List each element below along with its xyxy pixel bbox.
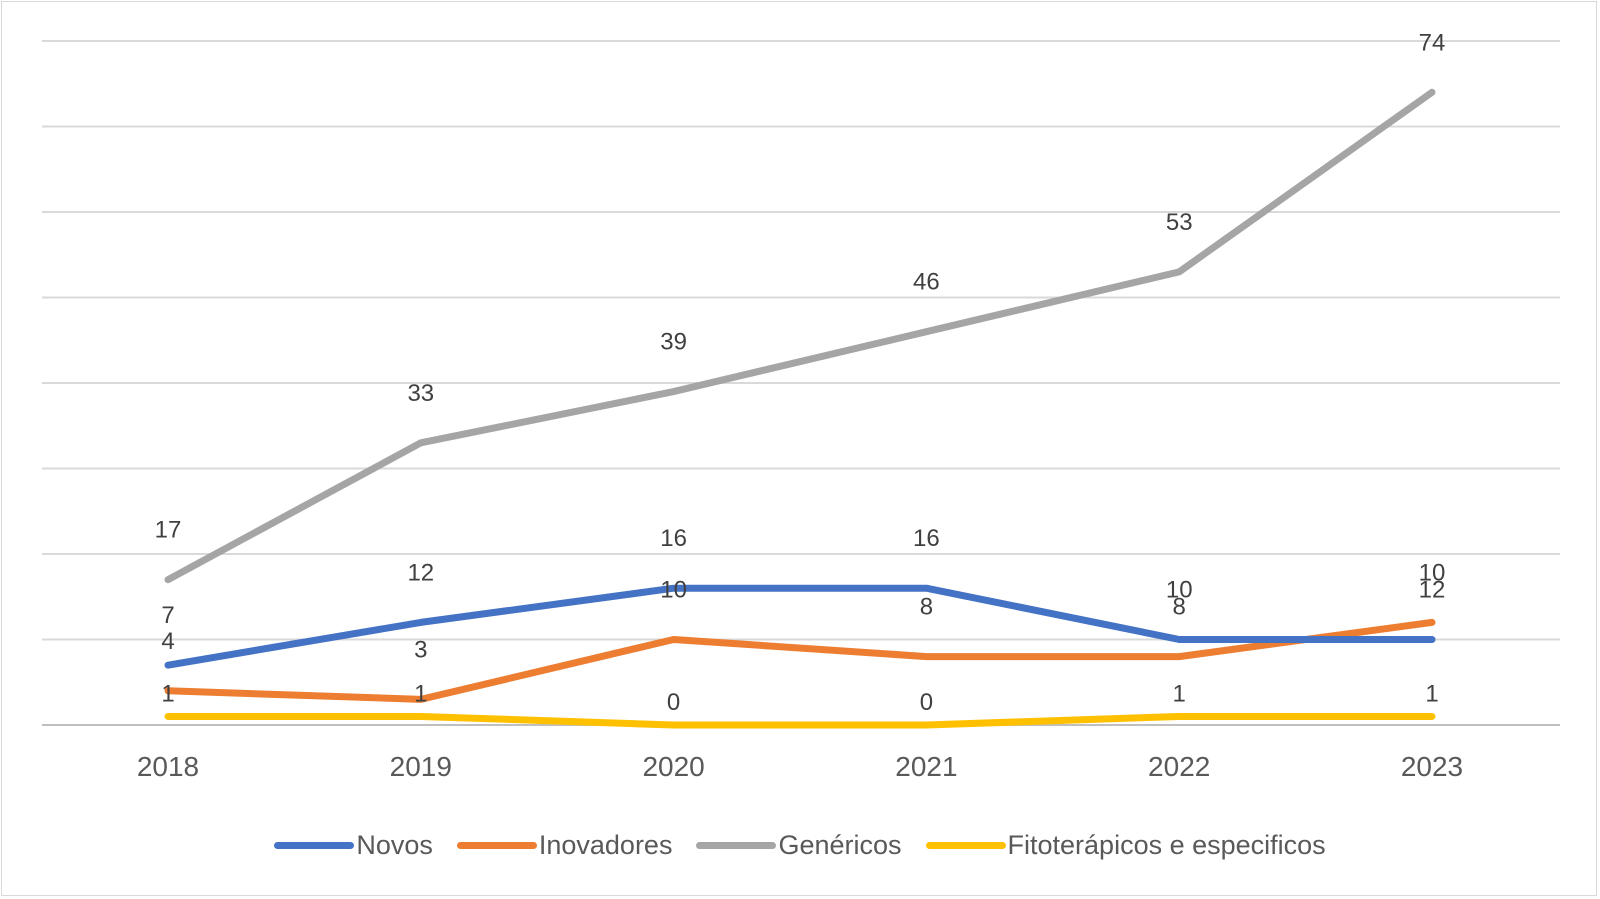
- legend-label: Inovadores: [538, 829, 673, 860]
- data-label: 0: [920, 689, 933, 716]
- legend-swatch: [696, 841, 777, 849]
- data-label: 1: [161, 680, 174, 707]
- x-axis-tick-labels: 2018 2019 2020 2021 2022 2023: [137, 751, 1463, 782]
- legend-label: Fitoterápicos e especificos: [1007, 829, 1326, 860]
- data-label: 8: [1173, 594, 1186, 621]
- x-tick-label: 2019: [390, 751, 452, 782]
- data-label: 7: [161, 602, 174, 629]
- data-label: 17: [155, 517, 182, 544]
- data-label: 1: [414, 680, 427, 707]
- data-label: 3: [414, 636, 427, 663]
- data-label: 33: [407, 380, 434, 407]
- legend-swatch: [274, 841, 355, 849]
- legend-item: Genéricos: [696, 829, 902, 861]
- legend-swatch: [925, 841, 1006, 849]
- x-tick-label: 2018: [137, 751, 199, 782]
- legend-item: Inovadores: [456, 829, 673, 861]
- data-label: 1: [1173, 680, 1186, 707]
- data-label: 0: [667, 689, 680, 716]
- legend-label: Genéricos: [778, 829, 902, 860]
- data-label: 16: [913, 525, 940, 552]
- x-tick-label: 2022: [1148, 751, 1210, 782]
- series-line-gen-ricos: [164, 88, 1436, 584]
- legend-item: Fitoterápicos e especificos: [925, 829, 1326, 861]
- series-line-inovadores: [164, 618, 1436, 703]
- series-line-novos: [164, 584, 1436, 669]
- data-label: 10: [660, 577, 687, 604]
- data-label: 10: [1419, 559, 1446, 586]
- gridlines: [42, 40, 1560, 726]
- legend-label: Novos: [356, 829, 433, 860]
- legend-item: Novos: [274, 830, 433, 861]
- data-label: 39: [660, 329, 687, 356]
- x-tick-label: 2023: [1401, 751, 1463, 782]
- data-label: 1: [1425, 680, 1438, 707]
- data-label: 12: [407, 559, 434, 586]
- x-tick-label: 2020: [642, 751, 704, 782]
- data-label: 8: [920, 594, 933, 621]
- data-label: 46: [913, 269, 940, 296]
- legend: Novos Inovadores Genéricos Fitoterápicos e …: [0, 825, 1600, 865]
- data-label: 53: [1166, 209, 1193, 236]
- data-label: 16: [660, 525, 687, 552]
- data-label: 4: [161, 628, 174, 655]
- series-lines: [164, 88, 1436, 729]
- x-tick-label: 2021: [895, 751, 957, 782]
- legend-swatch: [456, 841, 537, 849]
- data-label: 12: [1419, 577, 1446, 604]
- data-label: 74: [1419, 29, 1446, 56]
- series-line-fitoter-picos-e-especificos: [164, 712, 1436, 729]
- data-label: 10: [1166, 577, 1193, 604]
